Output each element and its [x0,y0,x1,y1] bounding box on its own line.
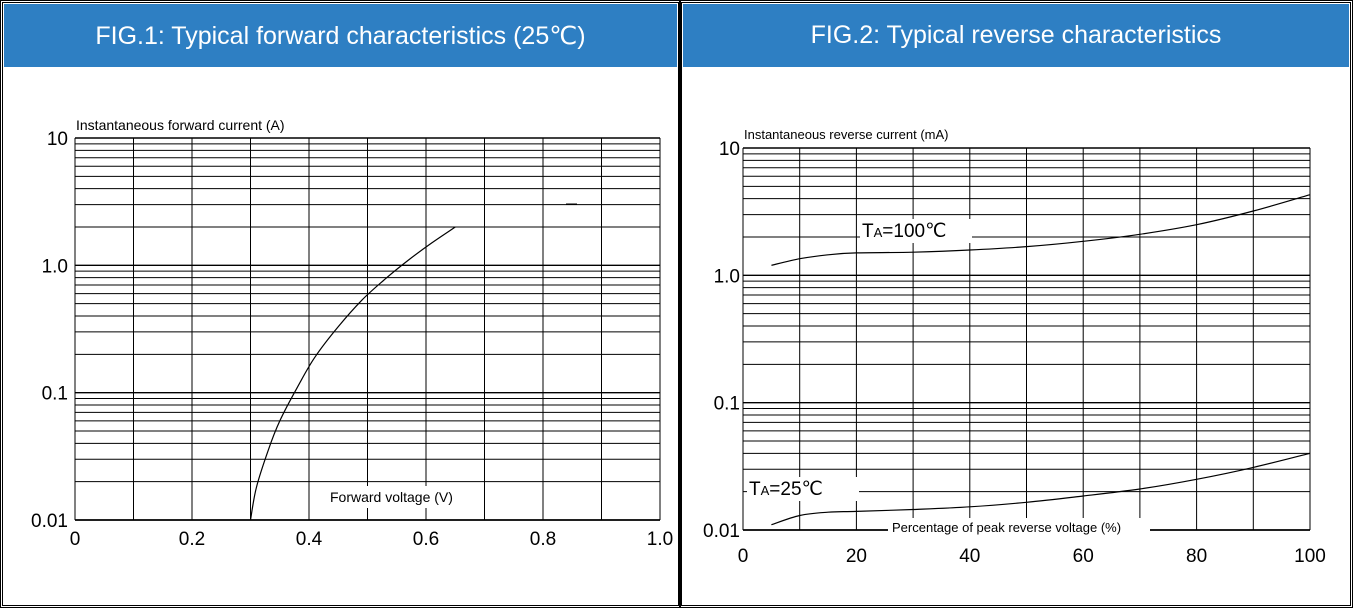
x-axis-label-background [888,518,1150,536]
x-tick-label: 40 [959,546,980,567]
series-label-rest: =100℃ [882,221,946,242]
series-line [771,452,1311,526]
x-axis-label: Forward voltage (V) [330,489,453,505]
y-tick-label: 10 [47,129,68,150]
fig2-title: FIG.2: Typical reverse characteristics [810,21,1222,49]
x-tick-label: 0.2 [179,529,205,550]
series-label-subscript: A [761,483,770,498]
series-label-subscript: A [874,225,883,240]
fig1-header: FIG.1: Typical forward characteristics (… [4,4,677,67]
x-tick-label: 20 [846,546,867,567]
series-line [249,226,456,521]
series-label-background [747,477,859,501]
y-tick-label: 0.1 [714,394,740,415]
y-tick-label: 10 [719,139,740,160]
x-tick-label: 80 [1186,546,1207,567]
fig2-header: FIG.2: Typical reverse characteristics [683,4,1349,67]
x-tick-label: 0.6 [413,529,439,550]
y-axis-label: Instantaneous reverse current (mA) [744,127,948,142]
y-tick-label: 0.1 [42,384,68,405]
series-label: TA=25℃ [749,479,823,500]
x-tick-label: 0.4 [296,529,323,550]
chart-1: 0.01 0.1 1.0 10 0 0.2 0.4 0.6 0.8 1.0 Instantaneou… [31,117,673,550]
y-tick-label: 1.0 [42,256,68,277]
y-tick-label: 1.0 [714,266,740,287]
series-label-rest: =25℃ [769,479,823,500]
x-tick-label: 0.8 [530,529,556,550]
y-tick-label: 0.01 [703,521,740,542]
x-tick-label: 0 [70,529,81,550]
x-tick-label: 0 [738,546,749,567]
series-label-background [860,219,972,243]
series-line [771,194,1311,266]
y-tick-label: 0.01 [31,511,68,532]
x-axis-label: Percentage of peak reverse voltage (%) [892,520,1121,535]
x-tick-label: 100 [1294,546,1326,567]
series-label-main: T [749,479,761,500]
series-label-main: T [862,221,874,242]
x-axis-label-background [326,486,484,508]
fig2-panel [679,0,1353,608]
fig1-title: FIG.1: Typical forward characteristics (… [95,21,586,50]
y-axis-label: Instantaneous forward current (A) [76,117,285,133]
x-tick-label: 1.0 [647,529,673,550]
series-label: TA=100℃ [862,221,946,242]
x-tick-label: 60 [1073,546,1094,567]
